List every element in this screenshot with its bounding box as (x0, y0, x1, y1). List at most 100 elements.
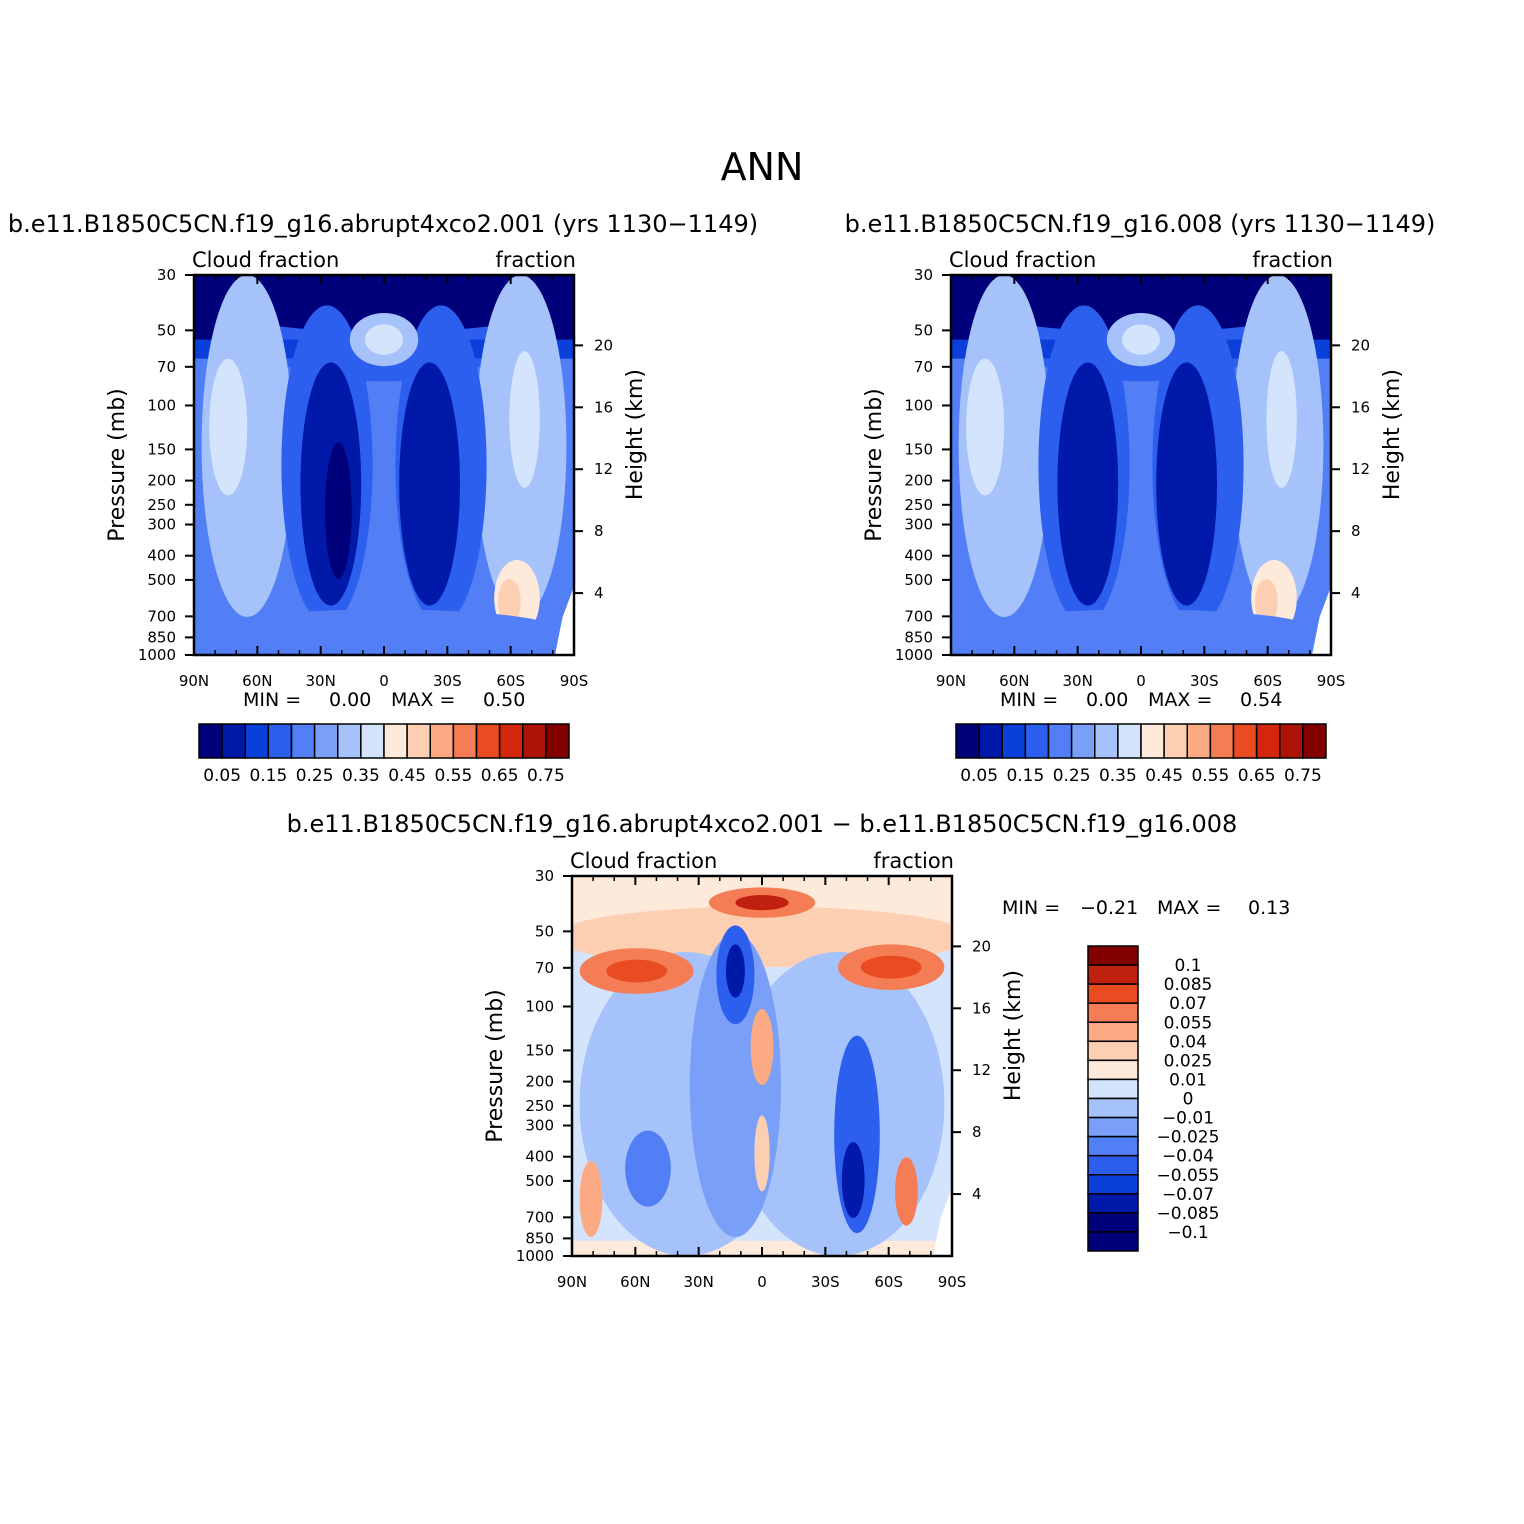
y-tick-label: 250 (904, 496, 933, 514)
y-tick-label: 200 (147, 472, 176, 490)
colorbar-label: 0.05 (203, 766, 241, 786)
y-axis-title: Pressure (mb) (105, 388, 130, 542)
colorbar-label: −0.07 (1162, 1185, 1214, 1205)
colorbar-box (1087, 1040, 1139, 1062)
y-tick-label: 500 (904, 571, 933, 589)
x-tick-label: 60S (874, 1273, 903, 1291)
missing-data (555, 586, 574, 655)
y-tick-label: 70 (157, 358, 176, 376)
contour-region (750, 1009, 774, 1085)
colorbar-box (1087, 1097, 1139, 1119)
contour-field (572, 876, 952, 1256)
x-tick-label: 90N (557, 1273, 587, 1291)
y-tick-label: 300 (904, 516, 933, 534)
colorbar-label: −0.085 (1157, 1204, 1220, 1224)
figure-title: ANN (721, 145, 804, 189)
colorbar-box (1087, 1116, 1139, 1138)
y-right-tick-label: 20 (594, 336, 613, 354)
colorbar-box (1232, 723, 1258, 759)
x-tick-label: 60S (496, 672, 525, 690)
colorbar-box (267, 723, 293, 759)
max-value: 0.13 (1248, 897, 1290, 919)
x-tick-label: 90S (1317, 672, 1346, 690)
colorbar-label: 0.75 (527, 766, 565, 786)
colorbar-label: 0.15 (249, 766, 287, 786)
colorbar-box (429, 723, 455, 759)
contour-field (194, 275, 574, 655)
y-right-tick-label: 8 (594, 522, 604, 540)
y-right-tick-label: 20 (972, 937, 991, 955)
colorbar: 0.10.0850.070.0550.040.0250.010−0.01−0.0… (1087, 945, 1220, 1252)
x-tick-label: 30N (306, 672, 336, 690)
colorbar-label: 0.01 (1169, 1070, 1207, 1090)
contour-cap (951, 275, 1331, 332)
y-tick-label: 70 (535, 959, 554, 977)
colorbar-label: −0.025 (1157, 1128, 1220, 1148)
left-label: Cloud fraction (192, 248, 339, 272)
colorbar-box (498, 723, 524, 759)
colorbar-box (221, 723, 246, 759)
y-right-tick-label: 12 (972, 1061, 991, 1079)
right-label: fraction (495, 248, 576, 272)
x-tick-label: 30S (1190, 672, 1219, 690)
y-right-axis-title: Height (km) (1001, 970, 1026, 1101)
contour-region (579, 1161, 603, 1237)
y-right-tick-label: 8 (1351, 522, 1361, 540)
contour-region (365, 324, 403, 355)
y-right-tick-label: 16 (1351, 398, 1370, 416)
x-tick-label: 90N (179, 672, 209, 690)
y-tick-label: 150 (525, 1041, 554, 1059)
y-tick-label: 150 (147, 440, 176, 458)
left-label: Cloud fraction (570, 849, 717, 873)
colorbar-label: 0.05 (960, 766, 998, 786)
y-tick-label: 200 (904, 472, 933, 490)
contour-region (1122, 324, 1160, 355)
y-tick-label: 50 (535, 922, 554, 940)
y-right-axis-title: Height (km) (1380, 369, 1405, 500)
colorbar-box (1070, 723, 1096, 759)
y-right-tick-label: 8 (972, 1123, 982, 1141)
panel-1: b.e11.B1850C5CN.f19_g16.abrupt4xco2.001 … (8, 210, 758, 786)
colorbar-label: 0.45 (388, 766, 426, 786)
colorbar-box (1094, 723, 1119, 759)
colorbar-box (360, 723, 385, 759)
panel-title: b.e11.B1850C5CN.f19_g16.008 (yrs 1130−11… (845, 210, 1436, 238)
y-tick-label: 700 (904, 607, 933, 625)
colorbar-box (545, 723, 570, 759)
x-tick-label: 60N (242, 672, 272, 690)
y-tick-label: 200 (525, 1073, 554, 1091)
colorbar-label: 0.75 (1284, 766, 1322, 786)
colorbar: 0.05 0.15 0.25 0.35 0.45 0.55 0.65 0.75 (955, 723, 1327, 786)
colorbar-box (1255, 723, 1281, 759)
y-tick-label: 850 (904, 628, 933, 646)
colorbar-label: 0.085 (1164, 975, 1213, 995)
contour-region (1255, 579, 1278, 625)
colorbar-label: −0.055 (1157, 1166, 1220, 1186)
y-tick-label: 1000 (516, 1247, 554, 1265)
x-tick-label: 90S (938, 1273, 967, 1291)
y-axis-title: Pressure (mb) (483, 989, 508, 1143)
y-right-tick-label: 12 (1351, 460, 1370, 478)
colorbar-box (1087, 1078, 1139, 1100)
x-tick-label: 60N (999, 672, 1029, 690)
panel-2: b.e11.B1850C5CN.f19_g16.008 (yrs 1130−11… (845, 210, 1436, 786)
colorbar-label: 0.07 (1169, 994, 1207, 1014)
contour-region (498, 579, 521, 625)
min-value: −0.21 (1080, 897, 1138, 919)
colorbar-label: 0.35 (1099, 766, 1137, 786)
contour-region (860, 955, 922, 979)
contour-region (1057, 362, 1119, 606)
colorbar-box (1087, 945, 1139, 966)
y-tick-label: 100 (525, 997, 554, 1015)
colorbar-label: 0.055 (1164, 1013, 1213, 1033)
y-tick-label: 700 (147, 607, 176, 625)
panel-title: b.e11.B1850C5CN.f19_g16.abrupt4xco2.001 … (287, 810, 1238, 838)
y-right-tick-label: 16 (972, 999, 991, 1017)
colorbar-label: 0.55 (434, 766, 472, 786)
contour-region (754, 1115, 770, 1192)
colorbar-box (1087, 1021, 1139, 1043)
y-tick-label: 70 (914, 358, 933, 376)
contour-region (841, 1142, 865, 1218)
max-value: 0.54 (1240, 689, 1282, 711)
